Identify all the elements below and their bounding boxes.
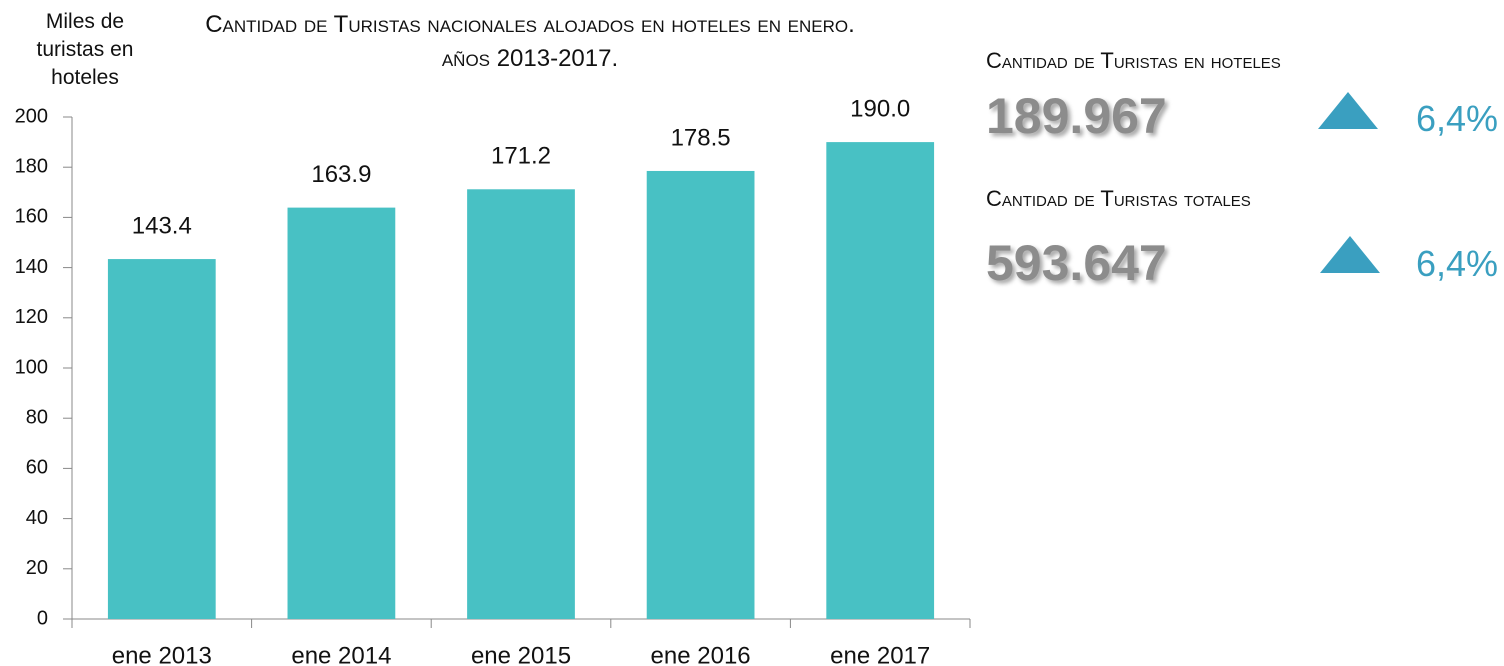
y-tick-label: 140 [15,256,48,278]
chart-title: Cantidad de Turistas nacionales alojados… [205,11,855,72]
x-tick-label: ene 2014 [291,642,391,666]
y-tick-label: 120 [15,306,48,328]
kpi-change: 6,4% [1415,98,1498,139]
value-label: 190.0 [850,95,910,122]
x-tick-label: ene 2016 [651,642,751,666]
kpi-label: Cantidad de Turistas en hoteles [986,48,1281,73]
value-label: 171.2 [491,143,551,170]
bar [467,189,575,619]
kpi-value: 593.647 [986,235,1167,291]
y-tick-label: 40 [26,507,48,529]
bar [646,170,755,619]
bar [107,259,216,619]
bar [826,142,935,619]
kpi-change: 6,4% [1415,243,1498,284]
value-label: 163.9 [311,161,371,188]
y-tick-label: 160 [15,206,48,228]
up-arrow [1320,236,1380,273]
bar [287,207,396,619]
y-tick-label: 200 [15,105,48,127]
value-label: 178.5 [671,124,731,151]
value-label: 143.4 [132,212,192,239]
y-tick-label: 80 [26,406,48,428]
y-tick-label: 20 [26,557,48,579]
y-axis-label: Miles de turistas en hoteles [36,10,134,89]
x-tick-label: ene 2017 [830,642,930,666]
y-tick-label: 60 [26,457,48,479]
y-tick-label: 100 [15,356,48,378]
x-tick-label: ene 2013 [112,642,212,666]
y-tick-label: 0 [37,607,48,629]
x-tick-label: ene 2015 [471,642,571,666]
y-tick-label: 180 [15,155,48,177]
kpi-label: Cantidad de Turistas totales [986,186,1251,211]
kpi-value: 189.967 [986,88,1167,144]
up-arrow [1318,92,1378,129]
